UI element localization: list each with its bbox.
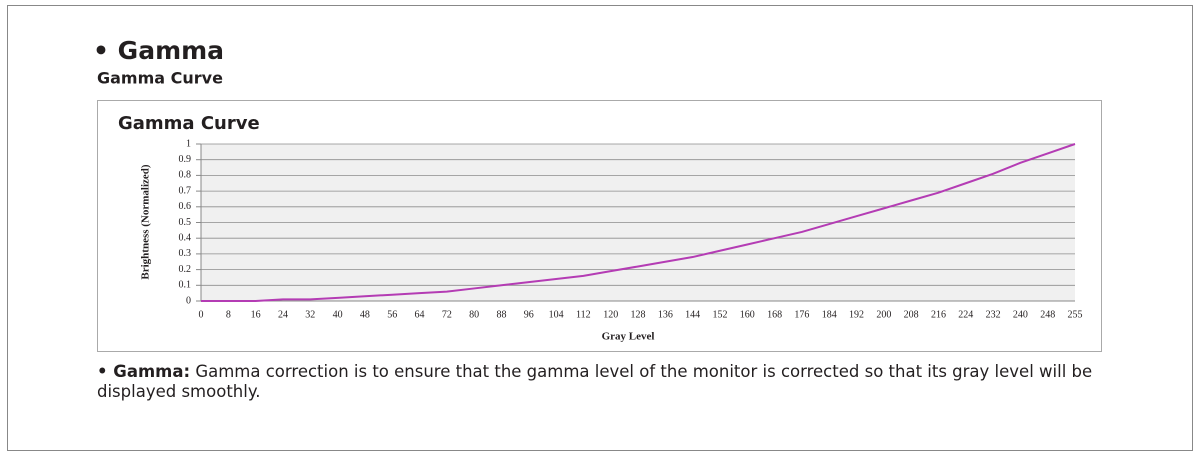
y-axis-title: Brightness (Normalized) xyxy=(140,164,152,280)
x-tick-label: 192 xyxy=(849,309,864,320)
description-text: Gamma correction is to ensure that the g… xyxy=(97,362,1093,401)
x-tick-label: 0 xyxy=(199,309,204,320)
page-border xyxy=(7,5,1193,451)
y-tick-label: 0.1 xyxy=(179,280,192,291)
x-tick-label: 216 xyxy=(931,309,946,320)
description: • Gamma: Gamma correction is to ensure t… xyxy=(97,362,1107,402)
x-tick-label: 72 xyxy=(442,309,452,320)
y-tick-label: 0.8 xyxy=(179,170,192,181)
x-tick-label: 208 xyxy=(904,309,919,320)
y-tick-label: 0.5 xyxy=(179,217,192,228)
x-tick-label: 120 xyxy=(603,309,618,320)
x-tick-label: 200 xyxy=(876,309,891,320)
y-tick-label: 0.6 xyxy=(179,201,192,212)
x-tick-label: 136 xyxy=(658,309,673,320)
x-tick-label: 184 xyxy=(822,309,837,320)
subheading: Gamma Curve xyxy=(97,69,223,88)
x-tick-label: 8 xyxy=(226,309,231,320)
x-tick-label: 88 xyxy=(496,309,506,320)
x-tick-label: 255 xyxy=(1068,309,1083,320)
x-tick-label: 104 xyxy=(549,309,564,320)
y-tick-label: 0 xyxy=(186,295,191,306)
y-tick-label: 0.2 xyxy=(179,264,192,275)
x-tick-label: 24 xyxy=(278,309,288,320)
heading: • Gamma xyxy=(93,36,224,65)
x-tick-label: 112 xyxy=(576,309,591,320)
y-tick-label: 0.9 xyxy=(179,154,192,165)
chart-title: Gamma Curve xyxy=(118,113,260,134)
x-tick-label: 144 xyxy=(685,309,700,320)
x-tick-label: 224 xyxy=(958,309,973,320)
x-tick-label: 168 xyxy=(767,309,782,320)
x-tick-label: 56 xyxy=(387,309,397,320)
x-tick-label: 32 xyxy=(305,309,315,320)
x-tick-label: 64 xyxy=(415,309,425,320)
x-tick-label: 40 xyxy=(333,309,343,320)
x-axis-title: Gray Level xyxy=(602,331,655,343)
x-tick-label: 152 xyxy=(712,309,727,320)
x-tick-label: 128 xyxy=(631,309,646,320)
x-tick-label: 96 xyxy=(524,309,534,320)
x-tick-label: 176 xyxy=(794,309,809,320)
y-tick-label: 0.7 xyxy=(179,185,192,196)
x-tick-label: 16 xyxy=(251,309,261,320)
x-tick-label: 248 xyxy=(1040,309,1055,320)
x-tick-label: 80 xyxy=(469,309,479,320)
x-tick-label: 232 xyxy=(986,309,1001,320)
x-tick-label: 240 xyxy=(1013,309,1028,320)
y-tick-label: 1 xyxy=(186,138,191,149)
y-tick-label: 0.3 xyxy=(179,248,192,259)
description-label: • Gamma: xyxy=(97,362,191,381)
y-tick-label: 0.4 xyxy=(179,232,192,243)
x-tick-label: 48 xyxy=(360,309,370,320)
line xyxy=(201,143,1076,302)
x-tick-label: 160 xyxy=(740,309,755,320)
